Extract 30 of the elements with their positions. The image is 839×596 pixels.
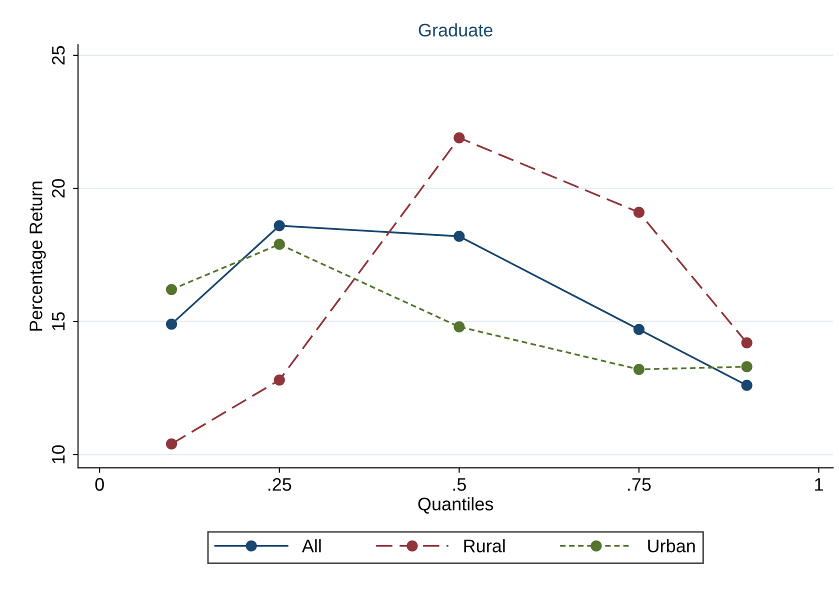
x-tick-label: .75 <box>628 478 651 491</box>
point <box>274 374 285 386</box>
point <box>454 321 465 332</box>
legend-label: All <box>302 539 321 552</box>
point <box>633 324 645 336</box>
point <box>741 337 752 348</box>
y-axis-title: Percentage Return <box>30 182 46 331</box>
y-tick-label: 10 <box>52 445 65 464</box>
point <box>166 438 178 450</box>
x-tick-label: .25 <box>268 478 292 491</box>
legend-label: Rural <box>464 539 505 552</box>
point <box>633 364 645 375</box>
x-axis-title: Quantiles <box>418 497 494 514</box>
point <box>741 380 752 391</box>
y-tick-label: 20 <box>52 179 65 198</box>
legend-label: Urban <box>648 539 695 552</box>
point <box>274 238 285 250</box>
y-tick-label: 25 <box>52 46 65 64</box>
x-tick-label: 0 <box>95 478 104 491</box>
chart-title: Graduate <box>418 23 492 37</box>
point <box>166 318 178 330</box>
point <box>454 230 465 242</box>
point <box>274 220 285 232</box>
x-tick-label: 1 <box>815 478 823 491</box>
point <box>454 132 465 144</box>
point <box>633 206 645 218</box>
y-tick-label: 15 <box>52 312 65 330</box>
point <box>166 284 178 296</box>
point <box>741 361 752 372</box>
x-tick-label: .5 <box>453 478 466 491</box>
